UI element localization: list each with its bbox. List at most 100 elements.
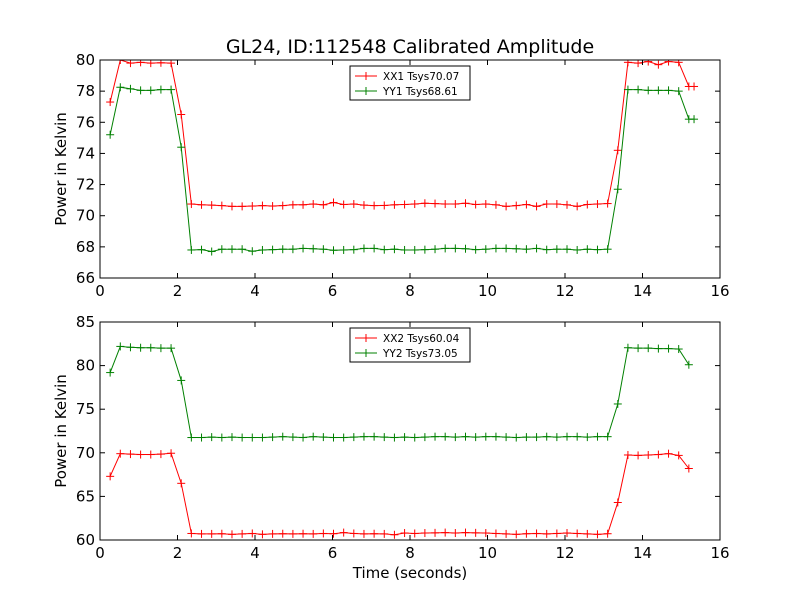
data-point	[684, 360, 693, 369]
data-point	[268, 202, 277, 211]
data-point	[248, 433, 257, 442]
subplot-bottom: 0 2 4 6 8 10 12 14 16 60 65 70 75 80 85 Power in Kelvin…	[52, 313, 730, 582]
data-point	[512, 433, 521, 442]
data-point	[187, 245, 196, 254]
data-point	[390, 200, 399, 209]
data-point	[116, 449, 125, 458]
data-point	[278, 529, 287, 538]
x-tick-label: 10	[478, 544, 497, 562]
y-tick-label: 76	[76, 113, 95, 131]
data-point	[420, 529, 429, 538]
legend-entry: YY1 Tsys68.61	[355, 86, 458, 98]
data-point	[441, 200, 450, 209]
x-tick-label: 0	[95, 282, 105, 300]
data-point	[481, 245, 490, 254]
data-point	[339, 245, 348, 254]
data-point	[146, 343, 155, 352]
data-point	[552, 529, 561, 538]
data-point	[187, 200, 196, 209]
data-point	[410, 433, 419, 442]
data-point	[309, 529, 318, 538]
data-point	[258, 201, 267, 210]
y-tick-label: 65	[76, 487, 95, 505]
x-tick-label: 12	[555, 282, 574, 300]
data-point	[329, 433, 338, 442]
data-point	[593, 245, 602, 254]
data-point	[217, 433, 226, 442]
data-point	[248, 202, 257, 211]
data-point	[106, 472, 115, 481]
x-tick-label: 10	[478, 282, 497, 300]
data-point	[532, 244, 541, 253]
data-point	[268, 433, 277, 442]
y-tick-label: 66	[76, 269, 95, 287]
data-point	[238, 433, 247, 442]
data-point	[370, 201, 379, 210]
data-point	[248, 247, 257, 256]
data-point	[613, 498, 622, 507]
y-tick-label: 80	[76, 357, 95, 375]
legend: XX1 Tsys70.07 YY1 Tsys68.61	[349, 65, 471, 101]
data-point	[299, 529, 308, 538]
y-tick-label: 74	[76, 144, 95, 162]
data-point	[319, 200, 328, 209]
data-point	[461, 432, 470, 441]
data-point	[207, 247, 216, 256]
data-point	[593, 432, 602, 441]
legend: XX2 Tsys60.04 YY2 Tsys73.05	[349, 327, 471, 363]
data-point	[451, 433, 460, 442]
data-point	[644, 60, 653, 66]
data-point	[563, 245, 572, 254]
data-point	[136, 86, 145, 95]
y-tick-label: 60	[76, 531, 95, 549]
x-tick-label: 8	[405, 544, 415, 562]
data-point	[177, 110, 186, 119]
data-point	[623, 343, 632, 352]
data-point	[339, 433, 348, 442]
x-tick-label: 2	[173, 544, 183, 562]
data-point	[471, 200, 480, 209]
data-point	[400, 245, 409, 254]
data-point	[690, 82, 699, 91]
series-2	[106, 342, 693, 442]
x-tick-label: 12	[555, 544, 574, 562]
data-point	[563, 529, 572, 538]
data-point	[410, 245, 419, 254]
data-point	[177, 143, 186, 152]
data-point	[126, 343, 135, 352]
x-tick-label: 0	[95, 544, 105, 562]
legend-label: YY1 Tsys68.61	[382, 86, 458, 98]
data-point	[573, 529, 582, 538]
data-point	[167, 344, 176, 353]
data-point	[288, 529, 297, 538]
data-point	[319, 433, 328, 442]
data-point	[349, 433, 358, 442]
data-point	[593, 530, 602, 539]
data-point	[664, 344, 673, 353]
data-point	[522, 200, 531, 209]
data-point	[441, 528, 450, 537]
y-tick-label: 78	[76, 82, 95, 100]
data-point	[613, 146, 622, 155]
data-point	[248, 529, 257, 538]
data-point	[420, 433, 429, 442]
data-point	[491, 432, 500, 441]
data-point	[359, 529, 368, 538]
data-point	[623, 85, 632, 94]
y-tick-label: 75	[76, 400, 95, 418]
x-tick-label: 6	[328, 544, 338, 562]
data-point	[238, 529, 247, 538]
data-point	[431, 199, 440, 208]
data-point	[552, 245, 561, 254]
data-point	[299, 200, 308, 209]
data-point	[603, 245, 612, 254]
x-axis-label: Time (seconds)	[352, 564, 468, 582]
data-point	[522, 433, 531, 442]
data-point	[542, 245, 551, 254]
data-point	[481, 432, 490, 441]
y-tick-label: 70	[76, 207, 95, 225]
data-point	[329, 246, 338, 255]
data-point	[278, 201, 287, 210]
data-point	[410, 200, 419, 209]
